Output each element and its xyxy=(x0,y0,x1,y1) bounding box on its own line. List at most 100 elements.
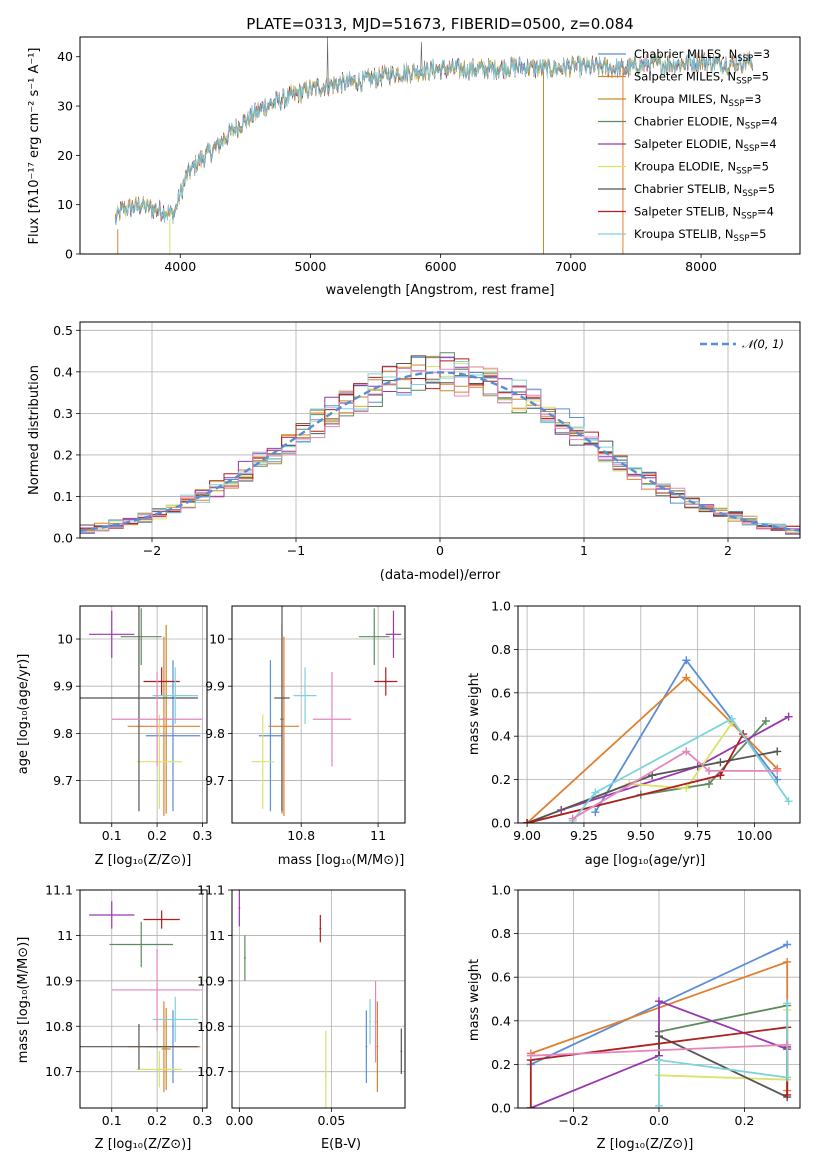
age-vs-mass-xlabel: mass [log₁₀(M/M⊙)] xyxy=(278,853,405,868)
errorbar-group xyxy=(251,606,402,816)
histogram-step xyxy=(80,366,800,534)
weight-vs-age-panel: age [log₁₀(age/yr)] mass weight 9.00 9.25… xyxy=(467,599,801,868)
weight-line xyxy=(658,1004,788,1033)
mass-vs-ebv-xlabel: E(B-V) xyxy=(321,1137,361,1152)
age-vs-z-xlabel: Z [log₁₀(Z/Z⊙)] xyxy=(95,853,192,868)
legend-label: Salpeter ELODIE, NSSP=4 xyxy=(634,137,777,154)
mass-vs-z-ylabel: mass [log₁₀(M/M⊙)] xyxy=(16,937,31,1064)
legend-suffix: =5 xyxy=(758,182,775,196)
x-tick-label: 0.1 xyxy=(102,1113,122,1128)
errorbar-group xyxy=(80,606,203,816)
y-tick-label: 0.2 xyxy=(491,772,511,787)
weight-lines xyxy=(526,940,792,1108)
y-tick-label: 0.4 xyxy=(491,1013,511,1028)
legend-subscript: SSP xyxy=(745,122,761,132)
y-tick-label: 0.6 xyxy=(491,970,511,985)
y-tick-label: 0.4 xyxy=(491,729,511,744)
weight-series xyxy=(655,999,792,1108)
weight-marker xyxy=(655,1032,663,1041)
x-tick-label: 0.2 xyxy=(147,1113,167,1128)
legend-label: Salpeter MILES, NSSP=5 xyxy=(634,70,769,87)
weight-marker xyxy=(783,957,792,966)
x-tick-label: −1 xyxy=(287,543,305,558)
legend-suffix: =4 xyxy=(757,205,774,219)
x-tick-label: 1 xyxy=(580,543,588,558)
errorbar-point xyxy=(385,610,402,658)
weight-marker xyxy=(655,1056,663,1065)
spectra-group xyxy=(114,37,753,254)
spectrum-ylabel: Flux [fλ10⁻¹⁷ erg cm⁻² s⁻¹ A⁻¹] xyxy=(27,48,42,245)
y-tick-label: 10.8 xyxy=(197,1019,225,1034)
weight-vs-z-xlabel: Z [log₁₀(Z/Z⊙)] xyxy=(597,1137,694,1152)
errorbar-point xyxy=(111,949,203,1031)
x-tick-label: 0 xyxy=(436,543,444,558)
legend-suffix: =3 xyxy=(744,92,761,106)
weight-marker xyxy=(783,1040,792,1049)
y-tick-label: 9.9 xyxy=(205,679,225,694)
errorbar-point xyxy=(293,667,317,724)
weight-marker xyxy=(682,656,691,665)
errorbar-point xyxy=(145,660,201,812)
y-tick-label: 10 xyxy=(57,197,73,212)
axes-frame xyxy=(79,321,801,539)
weight-line xyxy=(530,999,788,1108)
x-tick-label: −0.2 xyxy=(558,1113,588,1128)
weight-series xyxy=(523,719,736,823)
x-tick-label: 9.25 xyxy=(570,828,598,843)
errorbar-point xyxy=(358,608,390,665)
x-tick-label: 0.05 xyxy=(317,1113,345,1128)
weight-series xyxy=(526,1040,792,1060)
axes-frame xyxy=(79,889,208,1109)
y-tick-label: 0.0 xyxy=(53,531,73,546)
errorbar-point xyxy=(365,1010,368,1084)
spectrum-title: PLATE=0313, MJD=51673, FIBERID=0500, z=0… xyxy=(246,15,633,33)
weight-series xyxy=(523,673,782,823)
x-tick-label: 8000 xyxy=(685,259,717,274)
legend-label: Chabrier STELIB, NSSP=5 xyxy=(634,182,775,199)
y-tick-label: 1.0 xyxy=(491,883,511,898)
weight-line xyxy=(571,717,790,822)
errorbar-point xyxy=(238,890,241,927)
x-tick-label: 5000 xyxy=(295,259,327,274)
errorbar-point xyxy=(136,714,183,809)
weight-marker xyxy=(784,797,793,806)
weight-marker xyxy=(783,999,792,1008)
residual-histogram-panel: (data-model)/error Normed distribution −… xyxy=(27,321,801,583)
weight-marker xyxy=(526,1051,535,1060)
weight-marker xyxy=(761,717,770,726)
errorbar-point xyxy=(89,901,135,929)
errorbar-point xyxy=(376,1001,379,1093)
axes-frame xyxy=(231,605,406,824)
y-tick-label: 0.0 xyxy=(491,816,511,831)
weight-vs-z-ylabel: mass weight xyxy=(467,959,482,1041)
legend-suffix: =4 xyxy=(761,115,778,129)
errorbar-point xyxy=(324,1030,327,1108)
axes-frame xyxy=(517,605,801,824)
y-tick-label: 9.9 xyxy=(53,679,73,694)
weight-series xyxy=(568,747,782,823)
weight-marker xyxy=(783,1073,792,1082)
histogram-xlabel: (data-model)/error xyxy=(380,568,501,583)
spectrum-panel: PLATE=0313, MJD=51673, FIBERID=0500, z=0… xyxy=(27,15,801,298)
y-tick-label: 40 xyxy=(57,49,73,64)
legend-label: Salpeter STELIB, NSSP=4 xyxy=(634,205,774,222)
weight-vs-age-ylabel: mass weight xyxy=(467,673,482,755)
weight-marker xyxy=(705,779,714,788)
weight-marker xyxy=(727,714,736,723)
legend-label: Kroupa MILES, NSSP=3 xyxy=(634,92,761,109)
x-tick-label: 4000 xyxy=(164,259,196,274)
y-tick-label: 0 xyxy=(65,247,73,262)
x-tick-label: 10.8 xyxy=(287,828,315,843)
legend-subscript: SSP xyxy=(736,167,752,177)
weight-marker xyxy=(783,1090,792,1099)
x-tick-label: 0.0 xyxy=(649,1113,669,1128)
histogram-step xyxy=(80,361,800,534)
weight-marker xyxy=(716,771,725,780)
y-tick-label: 9.7 xyxy=(205,773,225,788)
x-tick-label: 0.3 xyxy=(193,1113,213,1128)
legend-subscript: SSP xyxy=(741,212,757,222)
errorbar-point xyxy=(152,667,198,724)
y-tick-label: 10.9 xyxy=(45,973,73,988)
y-tick-label: 9.8 xyxy=(205,726,225,741)
weight-marker xyxy=(773,747,782,756)
